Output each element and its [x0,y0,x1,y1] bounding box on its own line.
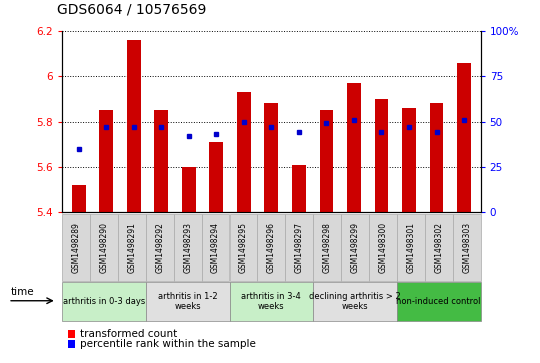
Text: transformed count: transformed count [80,329,177,339]
Text: GSM1498300: GSM1498300 [379,222,388,273]
Bar [375,99,388,212]
Text: GSM1498297: GSM1498297 [295,222,303,273]
Bar [430,103,443,212]
Text: GSM1498296: GSM1498296 [267,222,276,273]
Text: GSM1498292: GSM1498292 [156,222,164,273]
Bar [402,108,416,212]
Text: GSM1498303: GSM1498303 [462,222,471,273]
Bar [154,110,168,212]
Bar [347,83,361,212]
Text: GSM1498294: GSM1498294 [211,222,220,273]
Text: GDS6064 / 10576569: GDS6064 / 10576569 [57,2,206,16]
Bar [99,110,113,212]
Bar [127,40,140,212]
Text: arthritis in 1-2
weeks: arthritis in 1-2 weeks [158,292,218,311]
Bar [210,142,223,212]
Text: arthritis in 3-4
weeks: arthritis in 3-4 weeks [241,292,301,311]
Bar [182,167,195,212]
Bar [72,185,85,212]
Text: declining arthritis > 2
weeks: declining arthritis > 2 weeks [309,292,401,311]
Text: GSM1498291: GSM1498291 [127,222,136,273]
Bar [320,110,333,212]
Bar [457,63,471,212]
Text: GSM1498295: GSM1498295 [239,222,248,273]
Text: time: time [11,287,35,297]
Text: non-induced control: non-induced control [396,297,481,306]
Bar [237,92,251,212]
Text: GSM1498290: GSM1498290 [99,222,109,273]
Text: GSM1498289: GSM1498289 [71,222,80,273]
Text: percentile rank within the sample: percentile rank within the sample [80,339,256,349]
Text: GSM1498293: GSM1498293 [183,222,192,273]
Text: GSM1498302: GSM1498302 [434,222,443,273]
Bar [265,103,278,212]
Text: GSM1498301: GSM1498301 [407,222,415,273]
Text: arthritis in 0-3 days: arthritis in 0-3 days [63,297,145,306]
Text: GSM1498298: GSM1498298 [323,222,332,273]
Bar [292,165,306,212]
Text: GSM1498299: GSM1498299 [350,222,360,273]
